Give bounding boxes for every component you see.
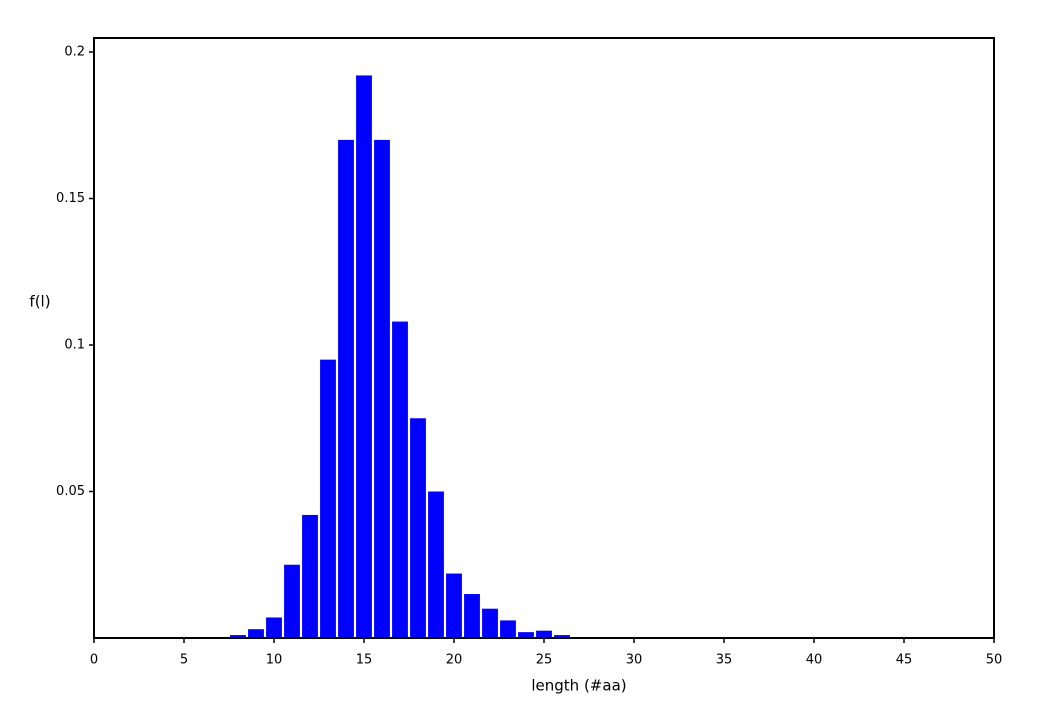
x-tick-label: 35: [716, 653, 733, 668]
x-tick-label: 0: [90, 653, 98, 668]
bar: [248, 629, 264, 638]
bar: [464, 594, 480, 638]
x-tick-label: 5: [180, 653, 188, 668]
bar: [284, 564, 300, 638]
bar: [356, 75, 372, 638]
x-tick-label: 10: [266, 653, 283, 668]
bar: [536, 630, 552, 638]
x-tick-label: 30: [626, 653, 643, 668]
plot-frame: [93, 37, 995, 639]
bar: [554, 635, 570, 638]
bar: [428, 491, 444, 638]
bar: [392, 321, 408, 638]
bar: [338, 139, 354, 638]
x-tick-label: 50: [986, 653, 1003, 668]
y-tick-label: 0.15: [56, 191, 85, 206]
bar: [230, 635, 246, 638]
y-tick-label: 0.1: [64, 338, 85, 353]
bar: [446, 573, 462, 638]
bar: [482, 608, 498, 638]
x-tick-label: 45: [896, 653, 913, 668]
bar: [302, 514, 318, 638]
bar: [266, 617, 282, 638]
x-axis-label: length (#aa): [531, 677, 626, 695]
bar: [374, 139, 390, 638]
bar: [500, 620, 516, 638]
x-tick-label: 20: [446, 653, 463, 668]
y-axis-label: f(l): [29, 293, 50, 311]
bar: [518, 632, 534, 638]
x-tick-label: 15: [356, 653, 373, 668]
y-tick-label: 0.2: [64, 45, 85, 60]
bar: [320, 359, 336, 638]
x-tick-label: 25: [536, 653, 553, 668]
bar: [410, 418, 426, 638]
x-tick-label: 40: [806, 653, 823, 668]
y-tick-label: 0.05: [56, 484, 85, 499]
